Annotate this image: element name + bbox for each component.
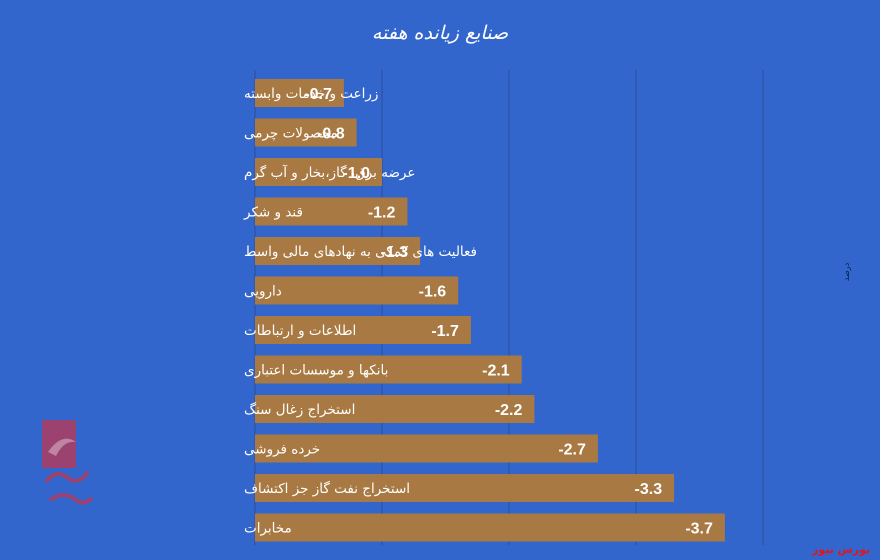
bourse-news-logo [42, 420, 94, 505]
bar [255, 276, 459, 305]
category-label: قند و شکر [243, 205, 303, 221]
chart-title: صنایع زیانده هفته [371, 22, 509, 44]
bar [255, 79, 344, 107]
category-label: مخابرات [244, 521, 292, 537]
category-label: فعالیت های کمکی به نهادهای مالی واسط [244, 244, 477, 260]
bar [255, 237, 421, 265]
category-label: زراعت و خدمات وابسته [244, 86, 378, 102]
bar [255, 395, 535, 423]
category-label: دارویی [244, 284, 282, 300]
category-label: بانکها و موسسات اعتباری [244, 363, 388, 379]
data-label: -1.2 [368, 205, 396, 222]
category-label: استخراج نفت گاز جز اکتشاف [244, 480, 410, 497]
data-label: -3.3 [635, 481, 663, 498]
bar [255, 355, 522, 384]
data-label: -1.0 [342, 165, 370, 182]
data-label: -3.7 [685, 521, 713, 538]
category-label: محصولات چرمی [244, 126, 338, 142]
bar [255, 316, 471, 344]
data-label: -2.2 [495, 402, 523, 419]
category-label: عرضه برق، گاز،بخار و آب گرم [244, 164, 415, 181]
data-label: -0.8 [317, 126, 345, 143]
category-label: اطلاعات و ارتباطات [244, 323, 356, 339]
bar [255, 197, 408, 226]
brand-watermark: بورس نیوز [812, 543, 871, 556]
data-label: -1.3 [381, 244, 409, 261]
data-label: -1.7 [431, 323, 459, 340]
data-label: -0.7 [304, 86, 332, 103]
bar [255, 474, 675, 502]
data-label: -2.1 [482, 363, 510, 380]
category-label: استخراج زغال سنگ [244, 402, 355, 418]
category-label: خرده فروشی [244, 442, 320, 458]
side-note: درصد [842, 262, 851, 282]
bar [255, 434, 598, 463]
data-label: -2.7 [558, 442, 586, 459]
data-label: -1.6 [419, 284, 447, 301]
bar [255, 513, 725, 542]
bar [255, 118, 357, 147]
bar [255, 158, 382, 186]
